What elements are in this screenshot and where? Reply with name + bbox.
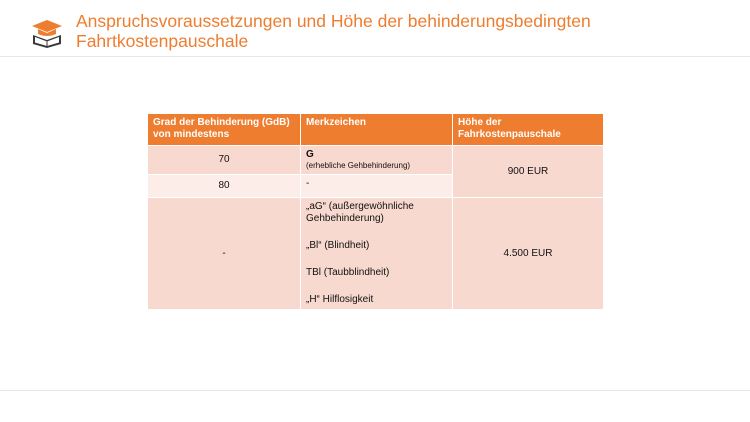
page-title-line-1: Anspruchsvoraussetzungen und Höhe der be…: [76, 11, 591, 31]
cell-gdb: -: [147, 197, 301, 310]
fahrtkosten-table: Grad der Behinderung (GdB) von mindesten…: [147, 113, 604, 310]
cell-pauschale: 900 EUR: [452, 145, 604, 198]
table-row: 70 G (erhebliche Gehbehinderung) 900 EUR: [147, 145, 604, 198]
list-item: „Bl“ (Blindheit): [306, 240, 370, 251]
footer-divider: [0, 390, 750, 391]
cell-merkzeichen: G (erhebliche Gehbehinderung): [300, 145, 453, 175]
merkzeichen-note: (erhebliche Gehbehinderung): [306, 161, 411, 170]
cell-merkzeichen: „aG“ (außergewöhnliche Gehbehinderung) „…: [300, 197, 453, 310]
list-item: „H“ Hilflosigkeit: [306, 294, 374, 305]
header-divider: [0, 56, 750, 57]
cell-gdb: 80: [147, 174, 301, 198]
cell-gdb: 70: [147, 145, 301, 175]
merkzeichen-list: „aG“ (außergewöhnliche Gehbehinderung) „…: [306, 201, 447, 306]
list-item: TBl (Taubblindheit): [306, 267, 390, 278]
page-title-line-2: Fahrtkostenpauschale: [76, 31, 249, 51]
page-title: Anspruchsvoraussetzungen und Höhe der be…: [76, 11, 726, 51]
table-header-row: Grad der Behinderung (GdB) von mindesten…: [147, 113, 604, 146]
table-row: - „aG“ (außergewöhnliche Gehbehinderung)…: [147, 197, 604, 310]
list-item: „aG“ (außergewöhnliche Gehbehinderung): [306, 201, 414, 224]
cell-pauschale: 4.500 EUR: [452, 197, 604, 310]
header-gdb: Grad der Behinderung (GdB) von mindesten…: [147, 113, 301, 146]
cell-merkzeichen: -: [300, 174, 453, 198]
header-pauschale: Höhe der Fahrkostenpauschale: [452, 113, 604, 146]
merkzeichen-code: G: [306, 149, 314, 160]
table-row: 80 -: [147, 174, 604, 198]
book-with-cap-icon: [32, 20, 62, 48]
header-merkzeichen: Merkzeichen: [300, 113, 453, 146]
